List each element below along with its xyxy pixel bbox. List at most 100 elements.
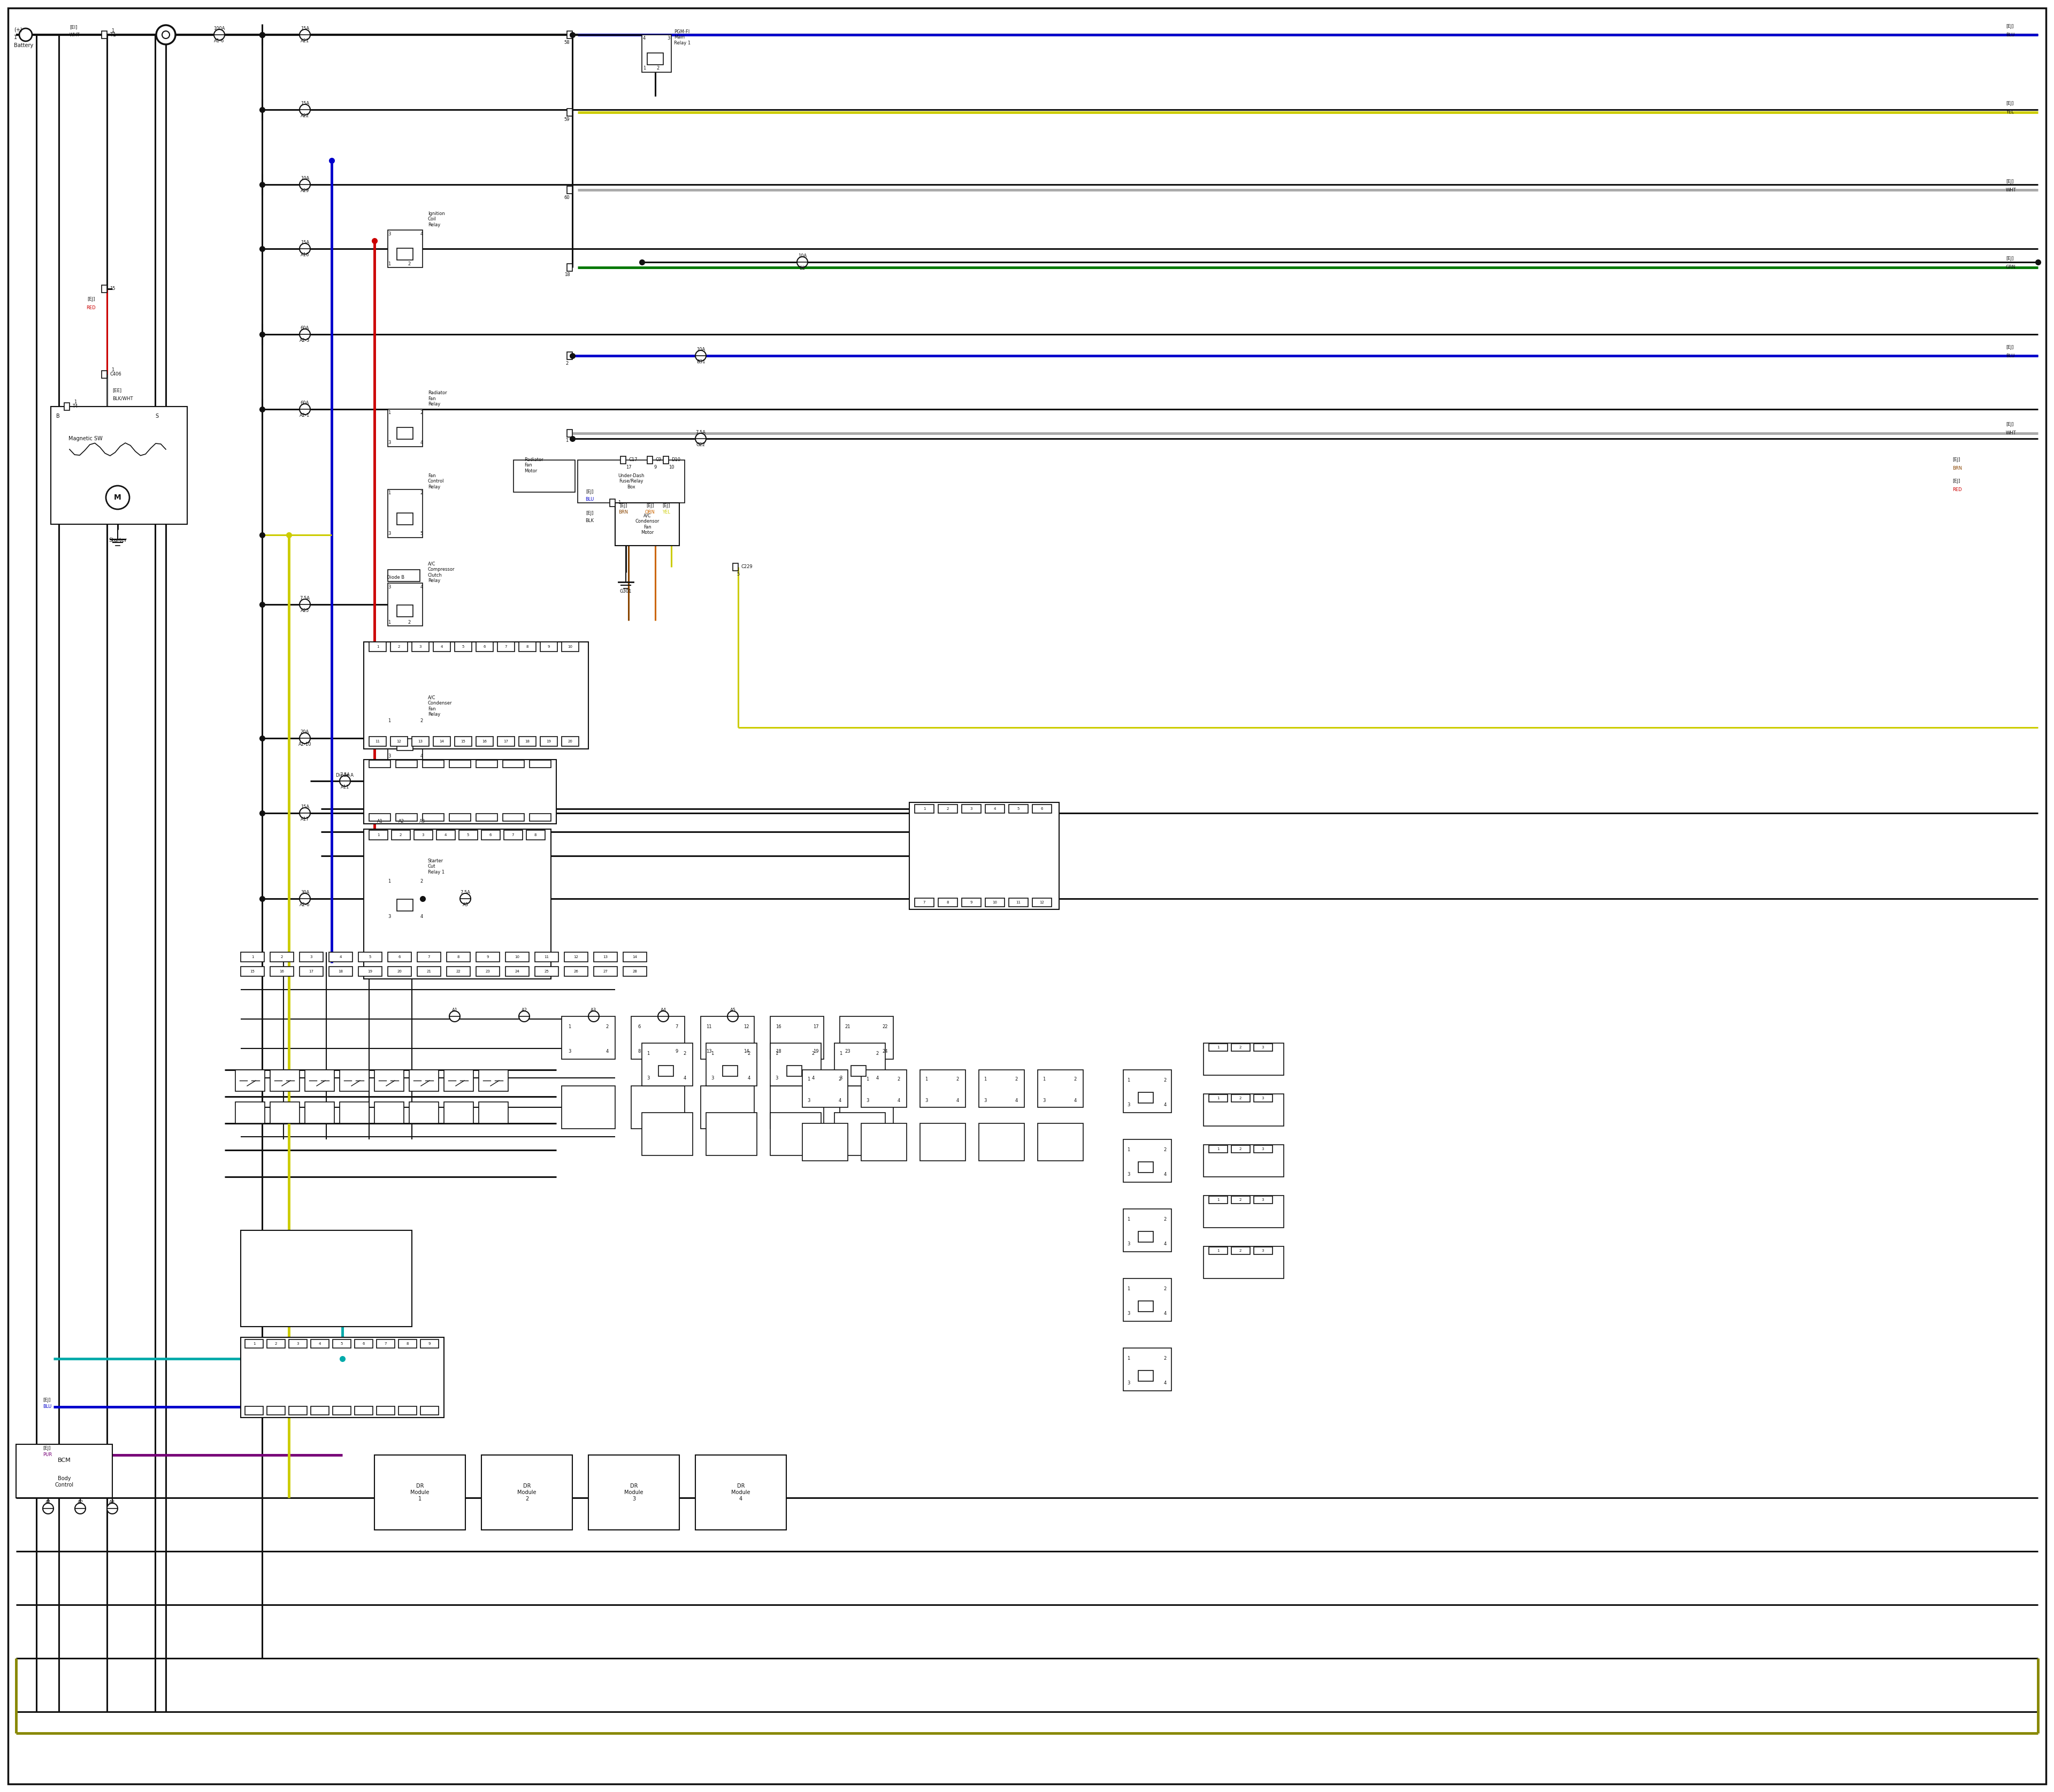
Text: 2: 2 (955, 1077, 959, 1082)
Bar (390, 642, 407, 652)
Bar (610, 500, 614, 507)
Text: 2: 2 (1239, 1047, 1241, 1048)
Bar (914, 805, 935, 814)
Bar (1230, 1095, 1251, 1102)
Text: Fan
Control
Relay: Fan Control Relay (427, 473, 444, 489)
Bar (1253, 1247, 1273, 1254)
Text: 2: 2 (398, 645, 401, 649)
Bar (388, 570, 419, 581)
Bar (390, 737, 407, 745)
Text: 12: 12 (744, 1025, 750, 1029)
Bar (1124, 1070, 1171, 1113)
Bar (300, 966, 322, 977)
Text: 4: 4 (1165, 1242, 1167, 1245)
Text: 1: 1 (1128, 1147, 1130, 1152)
Text: 5: 5 (341, 1342, 343, 1346)
Text: 9: 9 (969, 901, 974, 903)
Text: 2: 2 (1074, 1077, 1076, 1082)
Text: 10: 10 (992, 901, 998, 903)
Bar (423, 814, 444, 821)
Text: A/C
Compressor
Clutch
Relay: A/C Compressor Clutch Relay (427, 561, 454, 582)
Bar (409, 1102, 440, 1124)
Text: 9: 9 (653, 466, 657, 470)
Text: 1: 1 (984, 1077, 986, 1082)
Text: 1: 1 (388, 262, 390, 267)
Bar (526, 830, 544, 840)
Bar (435, 830, 456, 840)
Text: 3: 3 (296, 1342, 300, 1346)
Bar (770, 1086, 824, 1129)
Bar (364, 642, 587, 749)
Bar (396, 249, 413, 260)
Bar (505, 966, 530, 977)
Text: 60A: 60A (300, 326, 310, 330)
Bar (446, 952, 470, 962)
Text: 4: 4 (684, 1075, 686, 1081)
Text: 3: 3 (421, 833, 425, 837)
Text: 4: 4 (994, 806, 996, 810)
Text: 9: 9 (548, 645, 550, 649)
Bar (364, 830, 550, 978)
Bar (415, 830, 433, 840)
Text: 100A: 100A (214, 27, 226, 30)
Bar (1033, 805, 1052, 814)
Text: Battery: Battery (14, 43, 33, 48)
Circle shape (300, 403, 310, 414)
Text: 9: 9 (676, 1048, 678, 1054)
Circle shape (587, 1011, 600, 1021)
Bar (1253, 1043, 1273, 1052)
Bar (561, 1086, 614, 1129)
Bar (388, 966, 411, 977)
Bar (594, 952, 618, 962)
Text: 7: 7 (505, 645, 507, 649)
Text: 4: 4 (421, 753, 423, 758)
Bar (707, 1043, 756, 1086)
Text: 22: 22 (456, 969, 460, 973)
Text: BLU: BLU (2007, 32, 2015, 38)
Bar (1230, 1195, 1251, 1204)
Text: 4: 4 (444, 833, 446, 837)
Text: 2: 2 (1239, 1249, 1241, 1253)
Circle shape (520, 1011, 530, 1021)
Bar (450, 760, 470, 767)
Text: 10: 10 (668, 466, 674, 470)
Text: 2: 2 (1015, 1077, 1017, 1082)
Text: 3: 3 (1261, 1097, 1263, 1100)
Text: 2: 2 (398, 833, 403, 837)
Text: 1: 1 (388, 878, 390, 883)
Circle shape (300, 599, 310, 609)
Bar (374, 1070, 405, 1091)
Text: Body
Control: Body Control (55, 1477, 74, 1487)
Bar (594, 966, 618, 977)
Text: 3: 3 (969, 806, 974, 810)
Text: A2: A2 (398, 819, 405, 824)
Bar (374, 1102, 405, 1124)
Text: 1: 1 (807, 1077, 809, 1082)
Bar (339, 1070, 370, 1091)
Text: 4: 4 (748, 1075, 750, 1081)
Text: 2: 2 (421, 491, 423, 496)
Text: 9: 9 (429, 1342, 431, 1346)
Text: BLU: BLU (2007, 353, 2015, 358)
Text: [EJ]: [EJ] (2007, 23, 2013, 29)
Text: C9: C9 (655, 457, 661, 462)
Circle shape (460, 894, 470, 903)
Text: 20: 20 (567, 740, 573, 744)
Bar (986, 898, 1004, 907)
Text: 7.5A: 7.5A (339, 772, 349, 778)
Text: M: M (115, 495, 121, 502)
Text: DR
Module
1: DR Module 1 (411, 1484, 429, 1502)
Text: 7.5A: 7.5A (696, 430, 707, 435)
Bar (267, 1407, 286, 1416)
Text: 3: 3 (984, 1098, 986, 1104)
Bar (1210, 1145, 1228, 1152)
Text: [EJ]: [EJ] (620, 504, 626, 507)
Bar (980, 1070, 1025, 1107)
Circle shape (300, 808, 310, 819)
Bar (770, 1016, 824, 1059)
Text: [EJ]: [EJ] (43, 1398, 51, 1403)
Bar (939, 805, 957, 814)
Bar (329, 952, 353, 962)
Bar (364, 760, 557, 824)
Text: 15A: 15A (300, 100, 310, 106)
